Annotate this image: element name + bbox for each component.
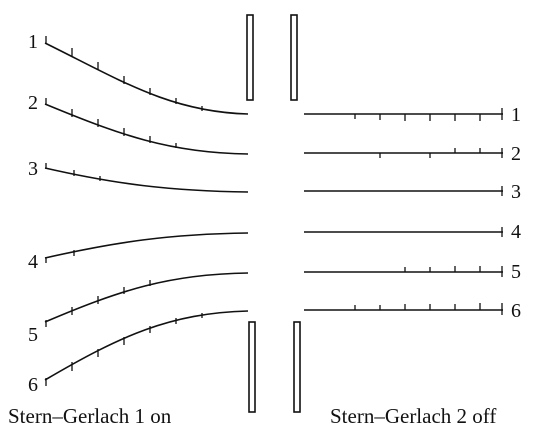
right-path-number-3: 3 — [511, 181, 521, 203]
slit-bottom-right — [293, 321, 301, 413]
left-path-3 — [44, 167, 249, 193]
left-paths — [44, 42, 249, 381]
left-path-1 — [44, 42, 249, 115]
slit-top-left — [246, 14, 254, 101]
slits — [246, 14, 301, 413]
left-path-number-5: 5 — [28, 324, 38, 346]
caption-stern-gerlach-1: Stern–Gerlach 1 on — [8, 404, 172, 428]
right-path-numbers: 1 2 3 4 5 6 — [511, 104, 521, 322]
left-path-4 — [44, 232, 249, 259]
left-path-number-1: 1 — [28, 31, 38, 53]
slit-top-right — [290, 14, 298, 101]
right-path-number-5: 5 — [511, 261, 521, 283]
left-path-number-6: 6 — [28, 374, 38, 396]
slit-bottom-left — [248, 321, 256, 413]
right-ticks — [354, 108, 503, 315]
left-path-numbers: 1 2 3 4 5 6 — [28, 31, 38, 396]
left-path-6 — [44, 310, 249, 381]
right-paths — [304, 113, 503, 311]
right-path-number-1: 1 — [511, 104, 521, 126]
left-path-number-3: 3 — [28, 158, 38, 180]
caption-stern-gerlach-2: Stern–Gerlach 2 off — [330, 404, 496, 428]
left-ticks — [45, 36, 203, 386]
left-path-5 — [44, 272, 249, 323]
left-path-number-4: 4 — [28, 251, 38, 273]
left-path-number-2: 2 — [28, 92, 38, 114]
right-path-number-2: 2 — [511, 143, 521, 165]
right-path-number-4: 4 — [511, 221, 521, 243]
right-path-number-6: 6 — [511, 300, 521, 322]
